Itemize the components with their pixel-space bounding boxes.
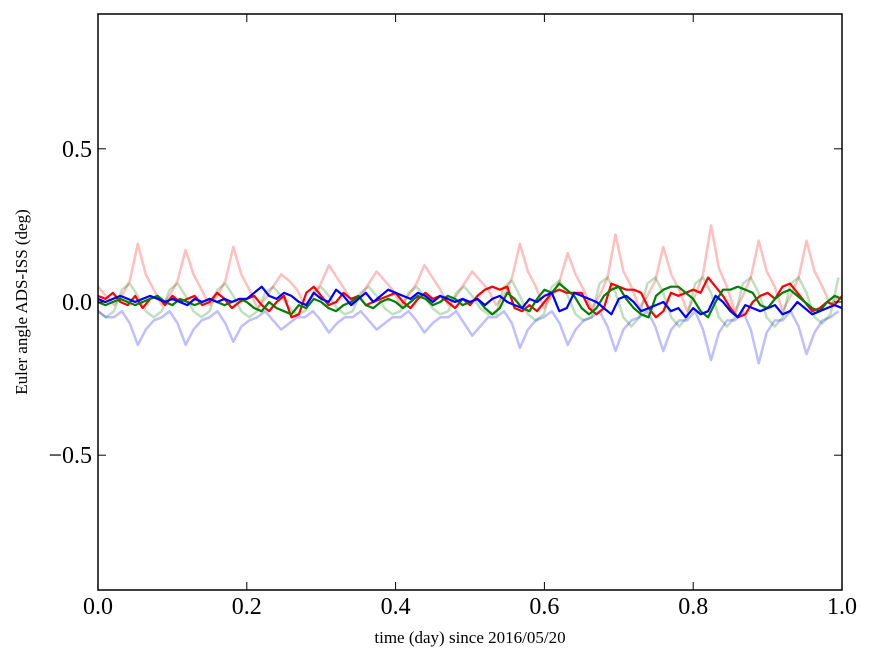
y-tick-label: 0.5 [62,137,92,163]
x-tick-label: 0.8 [678,594,708,620]
x-axis-label: time (day) since 2016/05/20 [374,628,565,647]
x-tick-label: 0.2 [232,594,262,620]
x-tick-label: 0.4 [381,594,411,620]
y-axis-label: Euler angle ADS-ISS (deg) [12,209,31,395]
x-tick-label: 0.6 [529,594,559,620]
series-line-reference-yaw [98,309,840,365]
y-tick-label: 0.0 [62,290,92,316]
series-line-reference-roll [98,224,840,313]
x-tick-label: 1.0 [827,594,857,620]
series-line-yaw [98,285,842,319]
ticks-layer: 0.0 0.2 0.4 0.6 0.8 1.0 0.5 0.0 −0.5 [48,14,857,620]
series-line-roll [98,276,842,319]
x-tick-label: 0.0 [83,594,113,620]
series-layer [98,224,842,365]
y-tick-label: −0.5 [48,443,92,469]
